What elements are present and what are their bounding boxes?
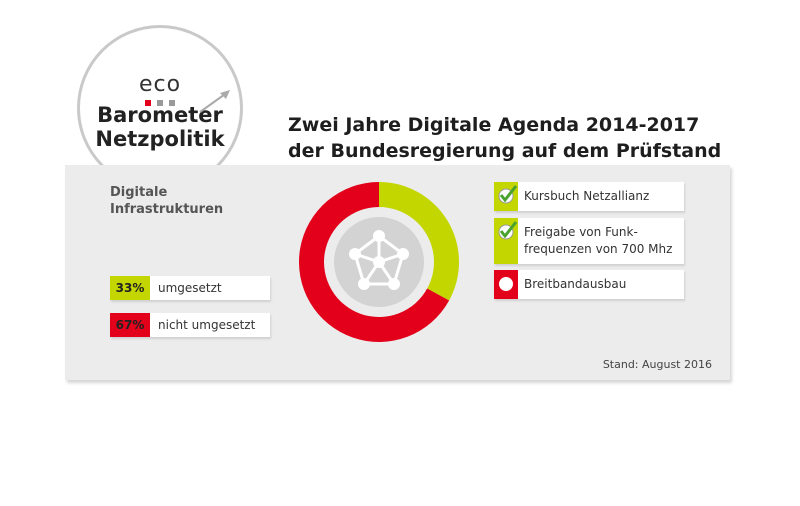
status-icon: [494, 182, 518, 211]
checklist-label: Freigabe von Funk- frequenzen von 700 Mh…: [524, 225, 673, 256]
center-icon: [334, 217, 424, 307]
title-line: der Bundesregierung auf dem Prüfstand: [288, 140, 722, 162]
legend-swatch: 33%: [110, 276, 150, 300]
donut-segment: [379, 182, 459, 301]
status-glyph: [498, 221, 518, 240]
icon-node: [349, 248, 361, 260]
logo-line: Netzpolitik: [95, 127, 225, 151]
legend-item: 67% nicht umgesetzt: [110, 313, 270, 337]
footer: Stand: August 2016: [602, 358, 712, 371]
chart-subtitle: Digitale Infrastrukturen: [110, 185, 224, 217]
checklist-label: Breitbandausbau: [524, 277, 627, 291]
checklist-item: Freigabe von Funk- frequenzen von 700 Mh…: [494, 218, 684, 264]
checklist-label: Kursbuch Netzallianz: [524, 189, 650, 203]
title-line: Zwei Jahre Digitale Agenda 2014-2017: [288, 114, 700, 136]
status-icon: [494, 218, 518, 264]
logo-line: Barometer: [97, 103, 223, 127]
title: Zwei Jahre Digitale Agenda 2014-2017 der…: [288, 112, 721, 164]
logo-circle: [77, 25, 243, 191]
legend-label: umgesetzt: [158, 281, 222, 295]
icon-node: [358, 278, 370, 290]
checklist-item: Breitbandausbau: [494, 270, 684, 299]
icon-node: [373, 256, 385, 268]
icon-node: [397, 248, 409, 260]
check-mark: [499, 185, 518, 203]
legend-item: 33% umgesetzt: [110, 276, 270, 300]
logo-decor: [145, 90, 230, 113]
legend-swatch: 67%: [110, 313, 150, 337]
status-glyph: [499, 277, 513, 291]
status-glyph: [498, 185, 518, 204]
icon-node: [388, 278, 400, 290]
check-mark: [499, 221, 518, 239]
status-icon: [494, 270, 518, 299]
legend-label: nicht umgesetzt: [158, 318, 256, 332]
checklist-item: Kursbuch Netzallianz: [494, 182, 684, 211]
donut-segment: [299, 182, 450, 342]
logo-text: Barometer Netzpolitik: [85, 103, 235, 151]
icon-node: [373, 230, 385, 242]
logo-brand: eco: [138, 72, 182, 97]
open-circle: [499, 277, 513, 291]
